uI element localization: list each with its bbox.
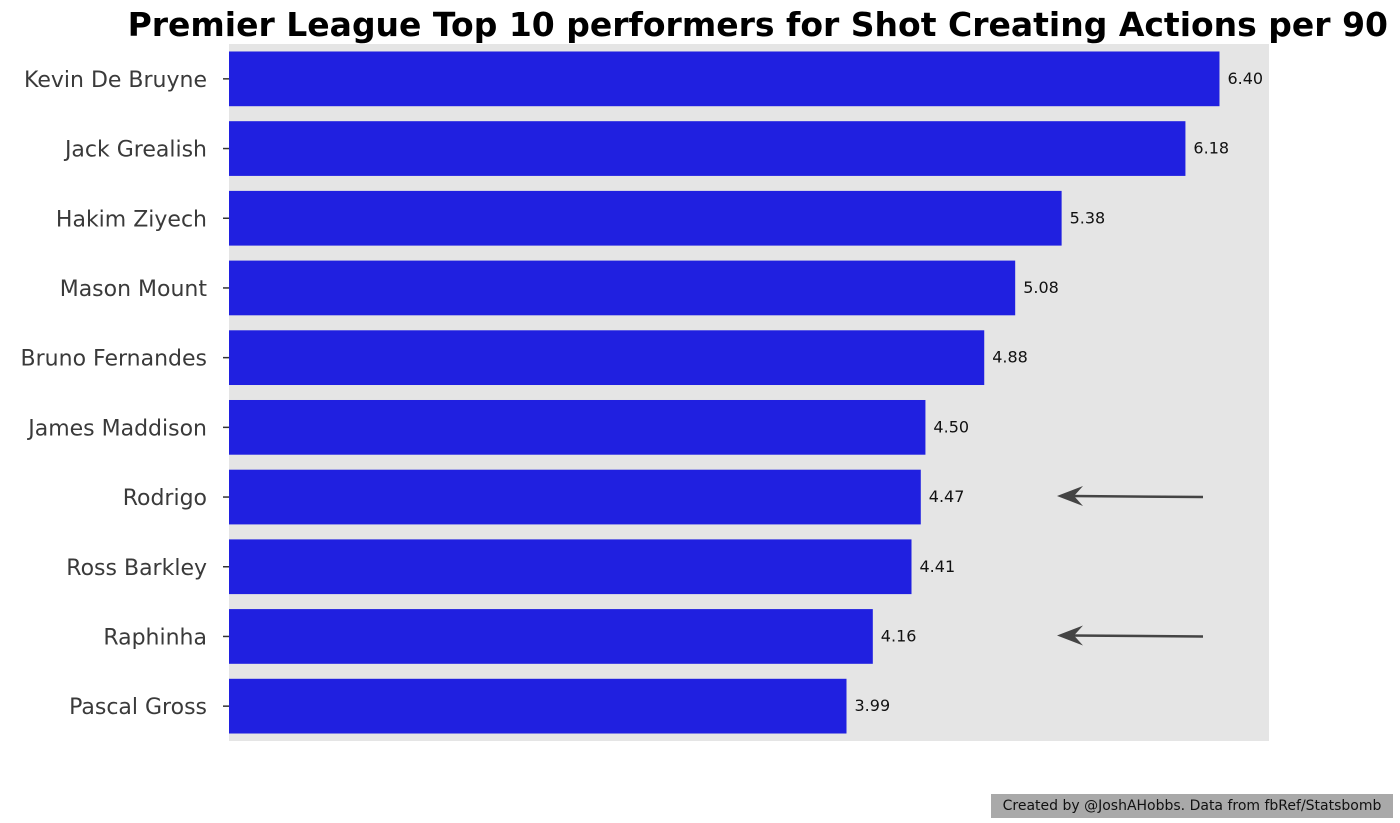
chart-title: Premier League Top 10 performers for Sho… <box>128 5 1388 44</box>
y-tick-label: Kevin De Bruyne <box>24 68 207 93</box>
y-tick-label: Hakim Ziyech <box>56 207 207 232</box>
bar <box>229 190 1062 246</box>
y-tick-label: Rodrigo <box>123 486 207 511</box>
credit-footer: Created by @JoshAHobbs. Data from fbRef/… <box>991 794 1393 818</box>
data-label: 4.16 <box>881 626 917 645</box>
data-label: 5.08 <box>1023 278 1059 297</box>
y-tick-label: Raphinha <box>103 625 207 650</box>
bar <box>229 121 1186 176</box>
bar <box>229 609 873 664</box>
data-label: 4.50 <box>933 417 969 436</box>
bar <box>229 330 985 386</box>
data-label: 6.18 <box>1193 139 1229 158</box>
bar <box>229 399 926 455</box>
annotation-arrow <box>1057 625 1204 646</box>
data-label: 3.99 <box>855 696 891 715</box>
y-tick-label: Jack Grealish <box>63 138 207 163</box>
y-tick-labels-group: Kevin De Bruyne Jack Grealish Hakim Ziyech… <box>21 68 208 720</box>
y-tick-label: Pascal Gross <box>69 695 207 720</box>
y-tick-label: Ross Barkley <box>66 556 207 581</box>
bar <box>229 51 1220 107</box>
y-tick-label: Bruno Fernandes <box>21 347 207 372</box>
bar <box>229 260 1016 316</box>
y-ticks-group <box>223 78 229 707</box>
bar <box>229 678 847 734</box>
bar <box>229 469 921 525</box>
data-label: 4.41 <box>920 557 956 576</box>
y-tick-label: James Maddison <box>26 416 207 441</box>
y-tick-label: Mason Mount <box>60 277 208 302</box>
annotation-arrows-group <box>1057 486 1204 646</box>
value-labels-group: 6.40 6.18 5.38 5.08 4.88 4.50 4.47 4.41 4.16 3.99 <box>855 69 1264 715</box>
data-label: 5.38 <box>1070 208 1106 227</box>
data-label: 4.88 <box>992 348 1028 367</box>
bars-group <box>229 51 1220 734</box>
bar <box>229 539 912 595</box>
data-label: 6.40 <box>1227 69 1263 88</box>
annotation-arrow <box>1057 486 1204 507</box>
data-label: 4.47 <box>929 487 965 506</box>
